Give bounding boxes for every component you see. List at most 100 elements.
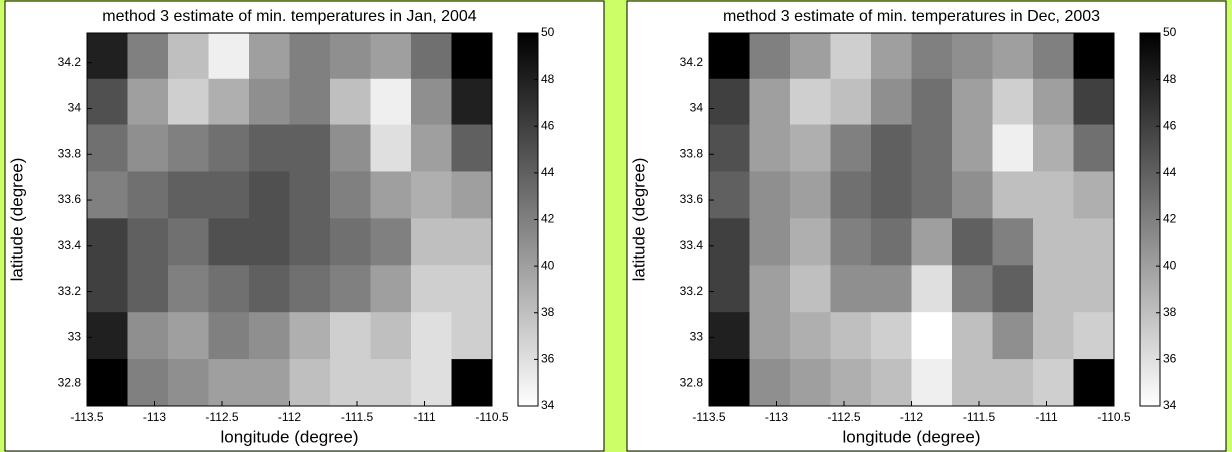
colorbar-tick-label: 38 [541,305,555,319]
heatmap-cell [871,265,912,313]
heatmap-cell [1073,218,1115,266]
heatmap-cell [952,218,993,266]
heatmap-cell [411,124,452,172]
colorbar-tick-label: 46 [1163,118,1177,132]
heatmap-cell [749,312,791,360]
heatmap-cell [249,218,290,266]
heatmap-cell [992,171,1034,219]
heatmap-cell [871,359,912,407]
heatmap-cell [871,78,912,126]
heatmap-cell [289,312,331,360]
heatmap-cell [87,33,128,80]
heatmap-cell [127,359,169,407]
heatmap-cell [749,124,791,172]
heatmap-cell [790,171,831,219]
heatmap-cell [911,33,953,80]
y-tick-label: 34 [68,101,82,115]
heatmap-cell [1033,312,1074,360]
heatmap-cell [249,78,290,126]
heatmap-cell [709,171,750,219]
heatmap-cell [411,33,452,80]
y-tick-label: 33.2 [680,284,704,298]
chart-title: method 3 estimate of min. temperatures i… [723,8,1100,25]
heatmap-cell [127,265,169,313]
heatmap-cell [992,312,1034,360]
x-tick-label: -113.5 [692,410,725,424]
y-tick-label: 33 [690,330,704,344]
heatmap-cell [127,171,169,219]
heatmap-cell [992,218,1034,266]
x-tick-label: -110.5 [475,410,508,424]
heatmap-cell [208,312,250,360]
heatmap-cell [830,218,872,266]
heatmap-cell [709,312,750,360]
y-tick-label: 33.6 [680,192,704,206]
heatmap-cell [208,265,250,313]
heatmap-cell [87,218,128,266]
heatmap-cell [749,265,791,313]
heatmap-cell [1033,359,1074,407]
heatmap-cell [330,218,371,266]
heatmap-cell [411,218,452,266]
y-tick-label: 32.8 [680,375,704,389]
heatmap-cell [370,171,412,219]
heatmap-cell [451,78,493,126]
colorbar-tick-label: 40 [541,258,555,272]
heatmap-cell [749,78,791,126]
heatmap-cell [749,218,791,266]
heatmap-cell [249,265,290,313]
heatmap-cell [749,171,791,219]
heatmap-cell [1073,171,1115,219]
heatmap-cell [411,359,452,407]
heatmap-cell [289,265,331,313]
heatmap-cell [1073,265,1115,313]
heatmap-cell [911,78,953,126]
heatmap-cell [790,218,831,266]
heatmap-cell [790,265,831,313]
heatmap-cell [370,78,412,126]
heatmap-cell [127,124,169,172]
heatmap-cell [830,78,872,126]
x-tick-label: -112 [900,410,923,424]
heatmap-cell [911,265,953,313]
heatmap-cell [330,33,371,80]
heatmap-cell [168,171,209,219]
heatmap-cell [249,312,290,360]
heatmap-cell [87,171,128,219]
heatmap-cell [330,265,371,313]
heatmap-cell [208,171,250,219]
heatmap-cell [871,218,912,266]
heatmap-cell [830,265,872,313]
heatmap-cell [952,33,993,80]
colorbar-tick-label: 46 [541,118,555,132]
x-tick-label: -111 [1035,410,1058,424]
heatmap-cell [370,265,412,313]
heatmap-cell [249,171,290,219]
heatmap-cell [208,33,250,80]
heatmap-cell [87,312,128,360]
heatmap-cell [289,124,331,172]
heatmap-cell [330,171,371,219]
heatmap-cell [330,359,371,407]
heatmap-cell [790,33,831,80]
x-axis-label: longitude (degree) [843,427,981,446]
y-axis-label: latitude (degree) [7,158,26,282]
heatmap-cell [911,359,953,407]
heatmap-cell [127,78,169,126]
heatmap-cell [871,312,912,360]
heatmap-cell [87,124,128,172]
heatmap-cell [830,33,872,80]
x-tick-label: -110.5 [1097,410,1130,424]
heatmap-cell [249,359,290,407]
heatmap-cell [208,124,250,172]
y-tick-label: 34 [690,101,704,115]
colorbar-tick-label: 44 [541,165,555,179]
y-tick-label: 32.8 [58,375,82,389]
heatmap-cell [168,218,209,266]
heatmap-cell [1073,33,1115,80]
heatmap-cell [127,218,169,266]
heatmap-cell [1073,78,1115,126]
heatmap-cell [871,33,912,80]
heatmap-cell [911,124,953,172]
heatmap-cell [411,78,452,126]
